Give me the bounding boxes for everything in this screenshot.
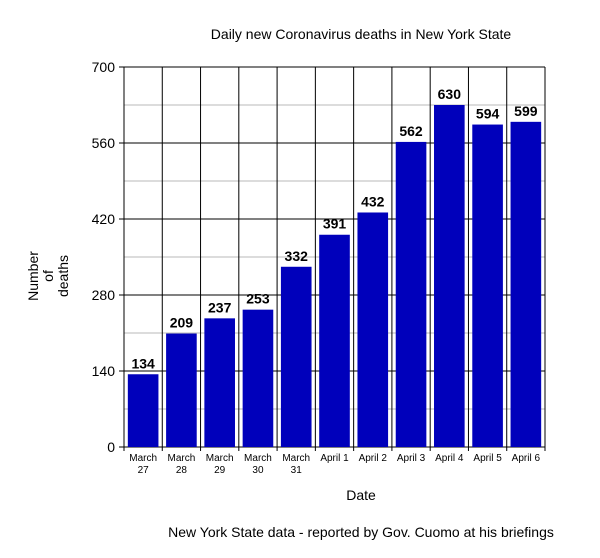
x-tick-label: April 6 [512, 453, 541, 464]
x-tick-label-line-2: 31 [291, 465, 303, 476]
y-axis-label-line-3: deaths [55, 255, 71, 297]
bar [395, 141, 427, 447]
bar [472, 124, 503, 448]
x-tick-label-line-2: 30 [252, 465, 264, 476]
x-tick-label-line-2: 28 [176, 465, 188, 476]
x-tick-label: March [244, 453, 272, 464]
bar-value-label: 391 [323, 216, 347, 232]
y-tick-label: 560 [92, 135, 116, 151]
bar-value-label: 332 [285, 248, 309, 264]
y-axis-ticks: 0 140 280 420 560 700 [92, 59, 116, 455]
bar-value-label: 134 [131, 355, 155, 371]
y-tick-label: 700 [92, 59, 116, 75]
bar [434, 105, 465, 447]
bar [357, 212, 389, 447]
bar-value-label: 432 [361, 193, 385, 209]
x-tick-label: April 4 [435, 453, 464, 464]
bar [127, 374, 159, 447]
footnote: New York State data - reported by Gov. C… [168, 524, 554, 540]
bar [319, 234, 350, 447]
y-tick-label: 0 [107, 439, 115, 455]
x-axis-label: Date [346, 487, 376, 503]
bars: 134 209 237 253 332 391 432 562 630 594 599 [127, 86, 542, 448]
y-tick-label: 280 [92, 287, 116, 303]
y-axis-label-line-2: of [40, 270, 56, 282]
y-tick-label: 140 [92, 363, 116, 379]
bar [204, 318, 235, 447]
chart-title: Daily new Coronavirus deaths in New York… [211, 26, 512, 42]
bar [242, 309, 274, 447]
bar [510, 121, 542, 447]
x-tick-label-line-2: 27 [138, 465, 150, 476]
bar [166, 333, 197, 447]
bar-value-label: 237 [208, 299, 232, 315]
bar-value-label: 209 [170, 315, 194, 331]
bar-value-label: 562 [399, 123, 423, 139]
bar-value-label: 594 [476, 106, 500, 122]
bar [280, 266, 312, 447]
x-tick-label: March [129, 453, 157, 464]
bar-value-label: 599 [514, 103, 538, 119]
x-tick-label-line-2: 29 [214, 465, 226, 476]
bar-value-label: 630 [438, 86, 462, 102]
x-axis-ticks: March27March28March29March30March31April… [129, 453, 540, 476]
x-tick-label: March [168, 453, 196, 464]
y-axis-label-line-1: Number [25, 251, 41, 301]
x-tick-label: April 2 [359, 453, 388, 464]
x-tick-label: March [206, 453, 234, 464]
x-tick-label: April 1 [320, 453, 349, 464]
x-tick-label: April 5 [473, 453, 502, 464]
x-tick-label: April 3 [397, 453, 426, 464]
x-tick-label: March [282, 453, 310, 464]
y-tick-label: 420 [92, 211, 116, 227]
bar-value-label: 253 [246, 291, 270, 307]
